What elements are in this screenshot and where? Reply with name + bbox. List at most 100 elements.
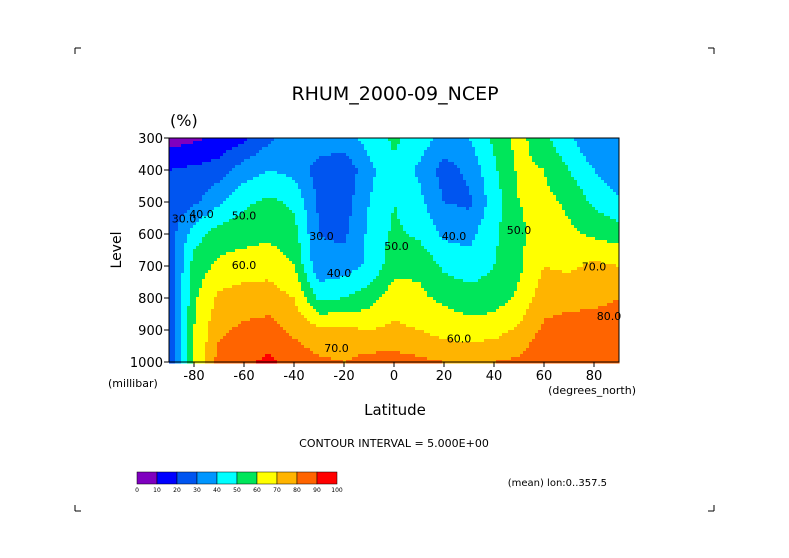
contour-cell: [412, 177, 416, 181]
contour-cell: [448, 222, 452, 226]
contour-cell: [322, 156, 326, 160]
contour-cell: [610, 201, 614, 205]
contour-cell: [292, 156, 296, 160]
contour-cell: [493, 198, 497, 202]
contour-cell: [412, 159, 416, 163]
contour-cell: [457, 198, 461, 202]
contour-cell: [487, 210, 491, 214]
contour-cell: [544, 153, 548, 157]
contour-cell: [208, 195, 212, 199]
contour-cell: [214, 207, 218, 211]
contour-cell: [400, 192, 404, 196]
contour-cell: [178, 150, 182, 154]
contour-cell: [382, 168, 386, 172]
contour-cell: [298, 141, 302, 145]
contour-cell: [427, 198, 431, 202]
contour-cell: [472, 180, 476, 184]
contour-cell: [274, 207, 278, 211]
contour-cell: [616, 159, 620, 163]
contour-cell: [397, 210, 401, 214]
contour-cell: [178, 204, 182, 208]
contour-cell: [289, 186, 293, 190]
contour-cell: [220, 231, 224, 235]
contour-cell: [373, 198, 377, 202]
contour-cell: [523, 177, 527, 181]
contour-cell: [529, 168, 533, 172]
contour-cell: [334, 174, 338, 178]
contour-cell: [574, 216, 578, 220]
contour-cell: [223, 153, 227, 157]
contour-cell: [319, 180, 323, 184]
contour-cell: [271, 174, 275, 178]
contour-cell: [178, 141, 182, 145]
contour-cell: [406, 198, 410, 202]
contour-cell: [538, 204, 542, 208]
contour-cell: [403, 231, 407, 235]
contour-cell: [373, 228, 377, 232]
contour-cell: [565, 138, 569, 142]
contour-cell: [535, 150, 539, 154]
contour-cell: [583, 228, 587, 232]
contour-cell: [277, 171, 281, 175]
contour-cell: [220, 204, 224, 208]
contour-cell: [580, 216, 584, 220]
contour-cell: [571, 207, 575, 211]
contour-cell: [343, 207, 347, 211]
contour-cell: [496, 138, 500, 142]
contour-cell: [601, 195, 605, 199]
contour-cell: [472, 198, 476, 202]
contour-cell: [331, 228, 335, 232]
contour-cell: [403, 201, 407, 205]
contour-cell: [346, 138, 350, 142]
contour-cell: [208, 156, 212, 160]
contour-cell: [412, 174, 416, 178]
contour-cell: [610, 186, 614, 190]
contour-cell: [532, 171, 536, 175]
contour-cell: [184, 186, 188, 190]
contour-cell: [355, 174, 359, 178]
contour-cell: [400, 156, 404, 160]
contour-cell: [271, 237, 275, 241]
contour-cell: [331, 207, 335, 211]
contour-cell: [598, 159, 602, 163]
contour-cell: [169, 138, 173, 142]
contour-cell: [601, 168, 605, 172]
contour-cell: [568, 156, 572, 160]
contour-cell: [511, 156, 515, 160]
contour-cell: [412, 198, 416, 202]
contour-cell: [307, 216, 311, 220]
contour-cell: [217, 147, 221, 151]
contour-cell: [349, 165, 353, 169]
contour-cell: [454, 183, 458, 187]
contour-cell: [484, 210, 488, 214]
contour-cell: [472, 174, 476, 178]
contour-cell: [346, 204, 350, 208]
contour-cell: [253, 198, 257, 202]
contour-cell: [232, 159, 236, 163]
contour-cell: [397, 231, 401, 235]
contour-cell: [280, 207, 284, 211]
contour-cell: [604, 201, 608, 205]
contour-cell: [493, 234, 497, 238]
contour-cell: [355, 234, 359, 238]
contour-cell: [238, 192, 242, 196]
contour-cell: [244, 138, 248, 142]
contour-cell: [262, 174, 266, 178]
contour-cell: [352, 234, 356, 238]
contour-cell: [280, 213, 284, 217]
contour-cell: [556, 174, 560, 178]
contour-cell: [280, 192, 284, 196]
contour-cell: [178, 171, 182, 175]
contour-cell: [211, 213, 215, 217]
contour-cell: [319, 174, 323, 178]
contour-cell: [598, 231, 602, 235]
contour-cell: [238, 153, 242, 157]
contour-cell: [361, 204, 365, 208]
contour-cell: [556, 234, 560, 238]
contour-cell: [574, 156, 578, 160]
contour-cell: [535, 195, 539, 199]
contour-cell: [460, 210, 464, 214]
contour-cell: [322, 225, 326, 229]
contour-cell: [196, 162, 200, 166]
contour-cell: [505, 147, 509, 151]
